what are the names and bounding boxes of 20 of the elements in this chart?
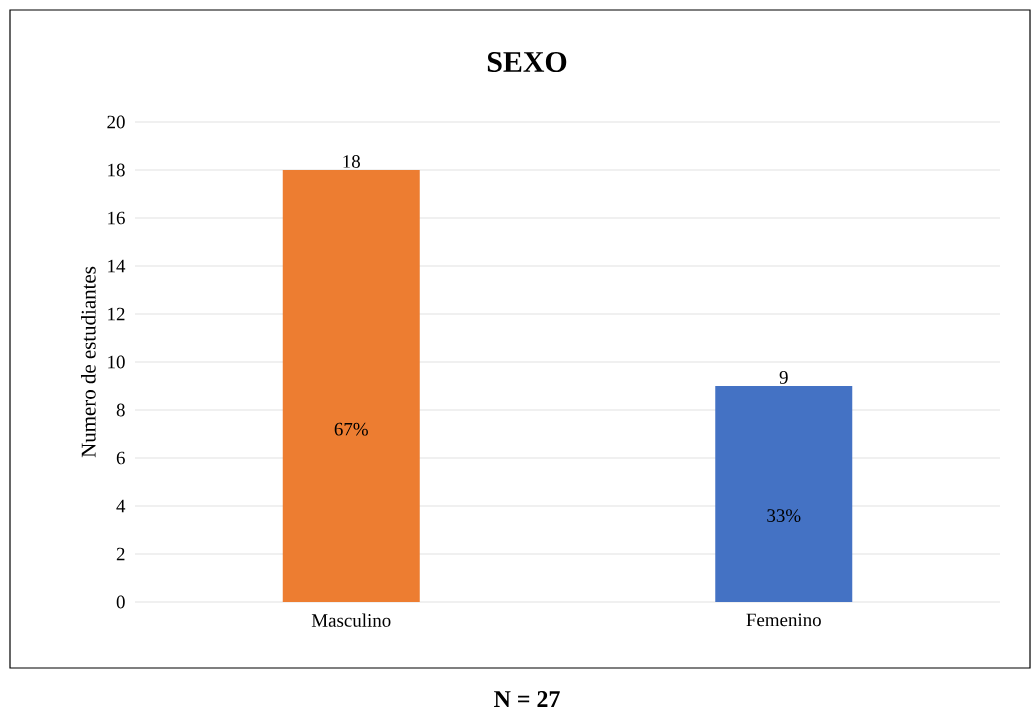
y-tick-label: 2 [116,547,125,561]
y-tick-label: 20 [107,115,125,129]
y-tick-label: 4 [116,499,126,513]
data-label: 18 [343,155,360,168]
y-tick-label: 18 [108,163,125,177]
y-tick-label: 14 [108,259,126,273]
x-tick-label: Femenino [746,613,821,627]
annotation: 33% [767,509,801,523]
x-tick-label: Masculino [311,613,391,627]
y-axis-title: Numero de estudiantes [80,266,96,458]
data-label: 9 [779,371,788,384]
text: N = 27 [494,691,560,707]
y-tick-label: 8 [116,403,125,417]
chart-title: SEXO [487,51,567,73]
y-tick-label: 10 [108,355,125,369]
y-tick-label: 0 [116,595,125,609]
y-tick-label: 6 [116,451,125,465]
y-tick-label: 16 [108,211,125,225]
y-tick-label: 12 [108,307,125,321]
annotation: 67% [334,422,368,436]
